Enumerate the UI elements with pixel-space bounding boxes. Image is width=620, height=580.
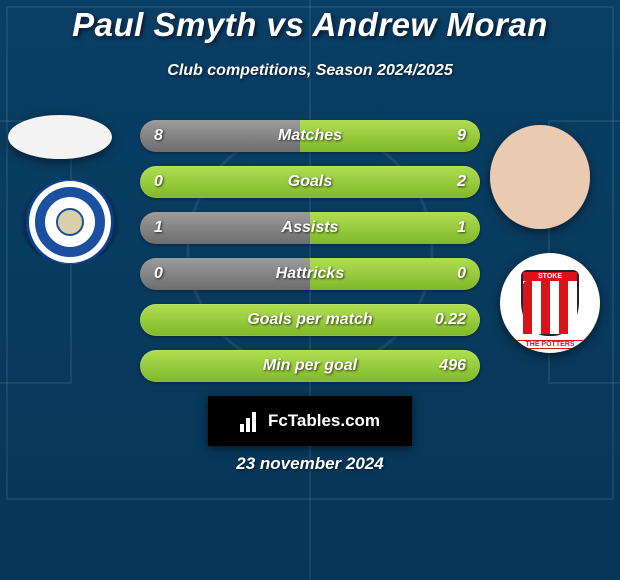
comparison-card: Paul Smyth vs Andrew Moran Club competit…: [0, 0, 620, 580]
stat-row: Min per goal496: [140, 350, 480, 382]
stoke-banner: STOKE: [523, 272, 577, 281]
stat-label: Matches: [140, 120, 480, 152]
club-right-crest: STOKE THE POTTERS: [500, 253, 600, 353]
watermark-text: FcTables.com: [268, 411, 380, 431]
stoke-ribbon: THE POTTERS: [504, 340, 596, 349]
stat-value-right: 0.22: [435, 304, 466, 336]
stat-label: Min per goal: [140, 350, 480, 382]
stat-value-right: 1: [457, 212, 466, 244]
stat-label: Hattricks: [140, 258, 480, 290]
stat-row: Hattricks0 0: [140, 258, 480, 290]
stat-row: Assists1 1: [140, 212, 480, 244]
stat-value-right: 0: [457, 258, 466, 290]
watermark: FcTables.com: [208, 396, 412, 446]
stat-row: Goals0 2: [140, 166, 480, 198]
stat-value-right: 9: [457, 120, 466, 152]
player-left-avatar: [8, 115, 112, 159]
stat-value-left: 1: [154, 212, 163, 244]
stat-label: Goals: [140, 166, 480, 198]
stat-value-left: 8: [154, 120, 163, 152]
stat-value-left: 0: [154, 166, 163, 198]
stats-list: Matches89Goals02Assists11Hattricks00Goal…: [140, 120, 480, 396]
page-subtitle: Club competitions, Season 2024/2025: [0, 62, 620, 80]
qpr-crest-icon: [26, 180, 114, 264]
stoke-crest-icon: STOKE THE POTTERS: [500, 253, 600, 353]
stat-row: Matches8 9: [140, 120, 480, 152]
fctables-logo-icon: [240, 410, 262, 432]
player-face-icon: [490, 125, 590, 229]
stat-row: Goals per match0.22: [140, 304, 480, 336]
club-left-crest: [20, 180, 120, 264]
date-label: 23 november 2024: [0, 454, 620, 474]
stat-label: Goals per match: [140, 304, 480, 336]
stat-value-right: 2: [457, 166, 466, 198]
player-right-avatar: [490, 125, 590, 229]
stat-value-left: 0: [154, 258, 163, 290]
stat-value-right: 496: [439, 350, 466, 382]
page-title: Paul Smyth vs Andrew Moran: [0, 6, 620, 44]
stat-label: Assists: [140, 212, 480, 244]
